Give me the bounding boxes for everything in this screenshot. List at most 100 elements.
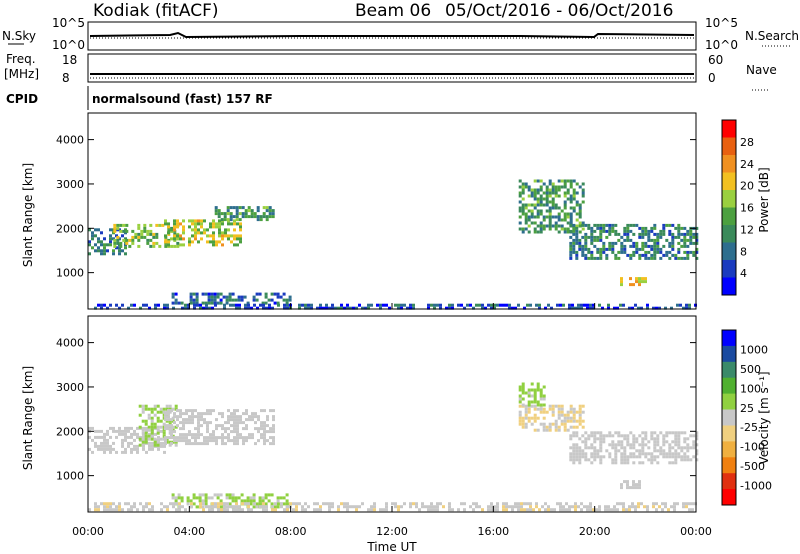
heatmap-cell [572,446,576,450]
heatmap-cell [298,303,301,307]
heatmap-cell [181,505,184,509]
heatmap-cell [613,505,616,509]
heatmap-cell [245,409,248,413]
heatmap-cell [623,449,627,453]
heatmap-cell [94,508,97,512]
colorbar-swatch [722,441,736,458]
heatmap-cell [337,505,340,509]
heatmap-cell [616,508,619,512]
heatmap-cell [149,244,153,248]
heatmap-cell [141,428,145,432]
heatmap-cell [524,410,528,414]
heatmap-cell [240,298,244,302]
heatmap-cell [575,256,579,260]
heatmap-cell [572,449,576,453]
heatmap-cell [536,428,540,432]
colorbar-tick-label: 500 [740,363,761,376]
heatmap-cell [238,218,242,222]
heatmap-cell [680,256,684,260]
heatmap-cell [203,439,206,443]
heatmap-cell [554,203,558,207]
heatmap-cell [252,499,256,503]
heatmap-cell [232,206,236,210]
heatmap-cell [665,223,669,227]
heatmap-cell [683,244,687,248]
heatmap-cell [662,449,666,453]
heatmap-cell [668,223,672,227]
heatmap-cell [620,455,624,459]
heatmap-cell [188,243,191,247]
heatmap-cell [521,203,525,207]
heatmap-cell [180,499,184,503]
heatmap-cell [265,206,269,210]
heatmap-cell [124,252,127,256]
heatmap-cell [262,502,265,506]
heatmap-cell [554,404,558,408]
heatmap-cell [221,442,224,446]
heatmap-cell [674,226,678,230]
heatmap-cell [124,237,127,241]
heatmap-cell [518,397,522,401]
heatmap-cell [563,230,567,234]
heatmap-cell [689,232,693,236]
heatmap-cell [147,425,151,429]
heatmap-cell [188,439,191,443]
heatmap-cell [192,493,196,497]
heatmap-cell [228,493,232,497]
heatmap-cell [580,508,583,512]
heatmap-cell [215,418,218,422]
heatmap-cell [544,502,547,506]
heatmap-cell [200,412,203,416]
heatmap-cell [505,502,508,506]
heatmap-cell [644,250,648,254]
heatmap-cell [599,250,603,254]
heatmap-cell [668,431,672,435]
heatmap-cell [638,256,642,260]
heatmap-cell [617,443,621,447]
heatmap-cell [209,436,212,440]
heatmap-cell [153,404,157,408]
heatmap-cell [665,253,669,257]
heatmap-cell [448,303,451,307]
heatmap-cell [560,218,564,222]
heatmap-cell [195,301,199,305]
heatmap-cell [472,306,475,310]
heatmap-cell [668,452,672,456]
heatmap-cell [260,424,263,428]
heatmap-cell [448,508,451,512]
heatmap-cell [259,218,263,222]
heatmap-cell [159,425,163,429]
heatmap-cell [560,179,564,183]
heatmap-cell [433,508,436,512]
heatmap-cell [97,505,100,509]
colorbar-swatch [722,345,736,363]
heatmap-cell [608,247,612,251]
heatmap-cell [562,303,565,307]
heatmap-cell [270,493,274,497]
heatmap-cell [100,502,103,506]
heatmap-cell [526,502,529,506]
heatmap-cell [430,505,433,509]
colorbar-tick-label: 16 [740,202,754,215]
heatmap-cell [109,303,112,307]
heatmap-cell [599,256,603,260]
heatmap-cell [607,505,610,509]
heatmap-cell [133,432,136,436]
heatmap-cell [277,303,280,307]
y-tick-label: 2000 [56,222,84,235]
heatmap-cell [248,415,251,419]
heatmap-cell [239,240,242,244]
heatmap-cell [626,226,630,230]
heatmap-cell [511,306,514,310]
heatmap-cell [622,502,625,506]
heatmap-cell [448,502,451,506]
heatmap-cell [144,404,148,408]
heatmap-cell [548,209,552,213]
heatmap-cell [584,238,588,242]
heatmap-cell [614,229,618,233]
heatmap-cell [638,480,641,484]
heatmap-cell [584,247,588,251]
nsearch-label: N.Search [745,29,799,43]
heatmap-cell [113,226,117,230]
